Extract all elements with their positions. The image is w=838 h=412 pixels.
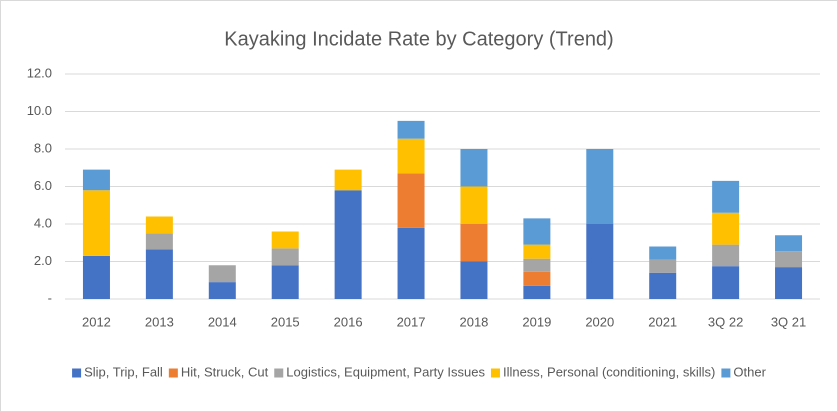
bar-segment (586, 224, 614, 299)
x-tick-label: 2020 (585, 314, 614, 329)
x-tick-label: 2013 (145, 314, 174, 329)
bar-segment (523, 244, 551, 259)
bar-segment (82, 190, 110, 256)
y-tick-label: 4.0 (34, 215, 52, 230)
bar-segment (775, 251, 803, 268)
bar-segment (712, 266, 740, 299)
y-tick-label: 6.0 (34, 178, 52, 193)
y-tick-label: - (48, 290, 52, 305)
bar-segment (271, 265, 299, 299)
bar-segment (460, 261, 488, 299)
bar-segment (586, 149, 614, 224)
bar-segment (712, 244, 740, 267)
x-tick-label: 3Q 22 (708, 314, 743, 329)
bar-segment (460, 149, 488, 187)
y-tick-label: 12.0 (27, 65, 52, 80)
bar-segment (775, 235, 803, 252)
legend-label: Slip, Trip, Fall (84, 364, 163, 379)
x-tick-label: 2021 (648, 314, 677, 329)
legend-label: Logistics, Equipment, Party Issues (286, 364, 485, 379)
bar-segment (334, 169, 362, 191)
bar-segment (397, 173, 425, 228)
bar-segment (208, 282, 236, 299)
bar-segment (397, 227, 425, 299)
bar-segment (82, 255, 110, 299)
legend-swatch (274, 368, 284, 378)
bar-segment (649, 246, 677, 260)
bar-segment (397, 120, 425, 139)
bar-segment (712, 212, 740, 245)
x-tick-label: 2016 (334, 314, 363, 329)
bar-segment (523, 218, 551, 245)
bar-segment (145, 249, 173, 299)
legend-swatch (72, 368, 82, 378)
bar-segment (334, 190, 362, 299)
x-tick-label: 2019 (522, 314, 551, 329)
y-tick-label: 10.0 (27, 103, 52, 118)
bar-segment (460, 224, 488, 262)
x-tick-label: 2014 (208, 314, 237, 329)
legend-swatch (490, 368, 500, 378)
bar-segment (271, 248, 299, 266)
bar-segment (775, 267, 803, 299)
bar-segment (649, 259, 677, 273)
bar-segment (712, 180, 740, 213)
legend-label: Hit, Struck, Cut (181, 364, 269, 379)
y-tick-label: 8.0 (34, 140, 52, 155)
x-tick-label: 3Q 21 (771, 314, 806, 329)
legend-label: Illness, Personal (conditioning, skills) (503, 364, 715, 379)
legend-swatch (168, 368, 178, 378)
x-tick-label: 2017 (397, 314, 426, 329)
legend-label: Other (733, 364, 766, 379)
bar-segment (208, 265, 236, 283)
x-tick-label: 2012 (82, 314, 111, 329)
bar-segment (523, 258, 551, 272)
x-tick-label: 2018 (459, 314, 488, 329)
legend-swatch (721, 368, 731, 378)
bar-segment (523, 285, 551, 299)
bar-segment (145, 233, 173, 250)
bar-segment (397, 138, 425, 174)
bar-segment (460, 186, 488, 224)
chart-title: Kayaking Incidate Rate by Category (Tren… (224, 28, 613, 50)
bar-segment (523, 271, 551, 286)
bar-segment (271, 231, 299, 249)
y-tick-label: 2.0 (34, 253, 52, 268)
x-tick-label: 2015 (271, 314, 300, 329)
bar-segment (649, 272, 677, 299)
bar-segment (82, 169, 110, 191)
bar-segment (145, 216, 173, 234)
